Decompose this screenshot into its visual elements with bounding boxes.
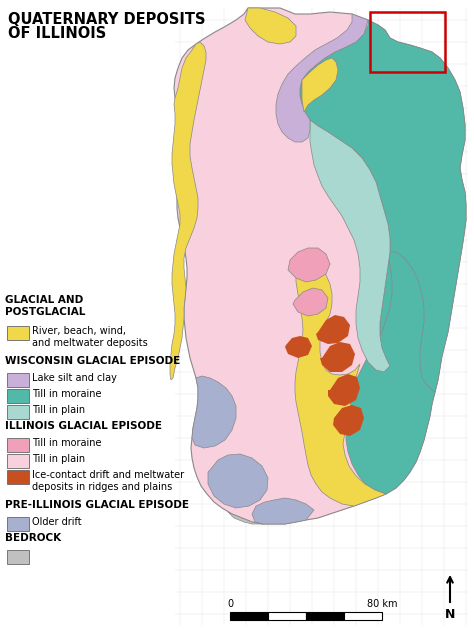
Polygon shape <box>228 512 263 524</box>
Text: Till in plain: Till in plain <box>32 405 85 415</box>
Bar <box>7 389 29 403</box>
Polygon shape <box>252 498 314 524</box>
Text: N: N <box>445 608 455 621</box>
Bar <box>7 550 29 564</box>
Bar <box>7 438 29 452</box>
Polygon shape <box>328 374 360 406</box>
Text: GLACIAL AND
POSTGLACIAL: GLACIAL AND POSTGLACIAL <box>5 295 85 316</box>
Polygon shape <box>300 20 466 392</box>
Bar <box>7 326 29 340</box>
Text: QUATERNARY DEPOSITS: QUATERNARY DEPOSITS <box>8 12 206 27</box>
Bar <box>7 454 29 468</box>
Polygon shape <box>295 256 386 506</box>
Polygon shape <box>333 405 364 436</box>
Polygon shape <box>316 315 350 344</box>
Polygon shape <box>174 8 466 524</box>
Polygon shape <box>310 120 390 372</box>
Polygon shape <box>208 454 268 508</box>
Bar <box>7 517 29 531</box>
Text: Till in moraine: Till in moraine <box>32 389 101 399</box>
Text: PRE-ILLINOIS GLACIAL EPISODE: PRE-ILLINOIS GLACIAL EPISODE <box>5 500 189 510</box>
Bar <box>344 612 382 620</box>
Text: 80 km: 80 km <box>367 599 397 609</box>
Text: Ice-contact drift and meltwater
deposits in ridges and plains: Ice-contact drift and meltwater deposits… <box>32 470 184 491</box>
Text: BEDROCK: BEDROCK <box>5 533 61 543</box>
Polygon shape <box>293 288 328 316</box>
Polygon shape <box>170 42 206 380</box>
Bar <box>370 12 445 72</box>
Polygon shape <box>285 336 312 358</box>
Polygon shape <box>320 342 355 372</box>
Polygon shape <box>302 58 338 112</box>
Bar <box>268 612 306 620</box>
Text: ILLINOIS GLACIAL EPISODE: ILLINOIS GLACIAL EPISODE <box>5 421 162 431</box>
Text: Till in plain: Till in plain <box>32 454 85 464</box>
Bar <box>7 405 29 419</box>
Text: WISCONSIN GLACIAL EPISODE: WISCONSIN GLACIAL EPISODE <box>5 356 180 366</box>
Text: OF ILLINOIS: OF ILLINOIS <box>8 26 106 41</box>
Bar <box>306 612 344 620</box>
Bar <box>7 373 29 387</box>
Text: River, beach, wind,
and meltwater deposits: River, beach, wind, and meltwater deposi… <box>32 326 148 348</box>
Polygon shape <box>346 252 435 494</box>
Text: Lake silt and clay: Lake silt and clay <box>32 373 117 383</box>
Bar <box>7 470 29 484</box>
Text: Till in moraine: Till in moraine <box>32 438 101 448</box>
Polygon shape <box>276 14 368 142</box>
Bar <box>230 612 268 620</box>
Text: 0: 0 <box>227 599 233 609</box>
Text: Older drift: Older drift <box>32 517 82 527</box>
Polygon shape <box>288 248 330 282</box>
Polygon shape <box>192 376 236 448</box>
Polygon shape <box>245 8 296 44</box>
